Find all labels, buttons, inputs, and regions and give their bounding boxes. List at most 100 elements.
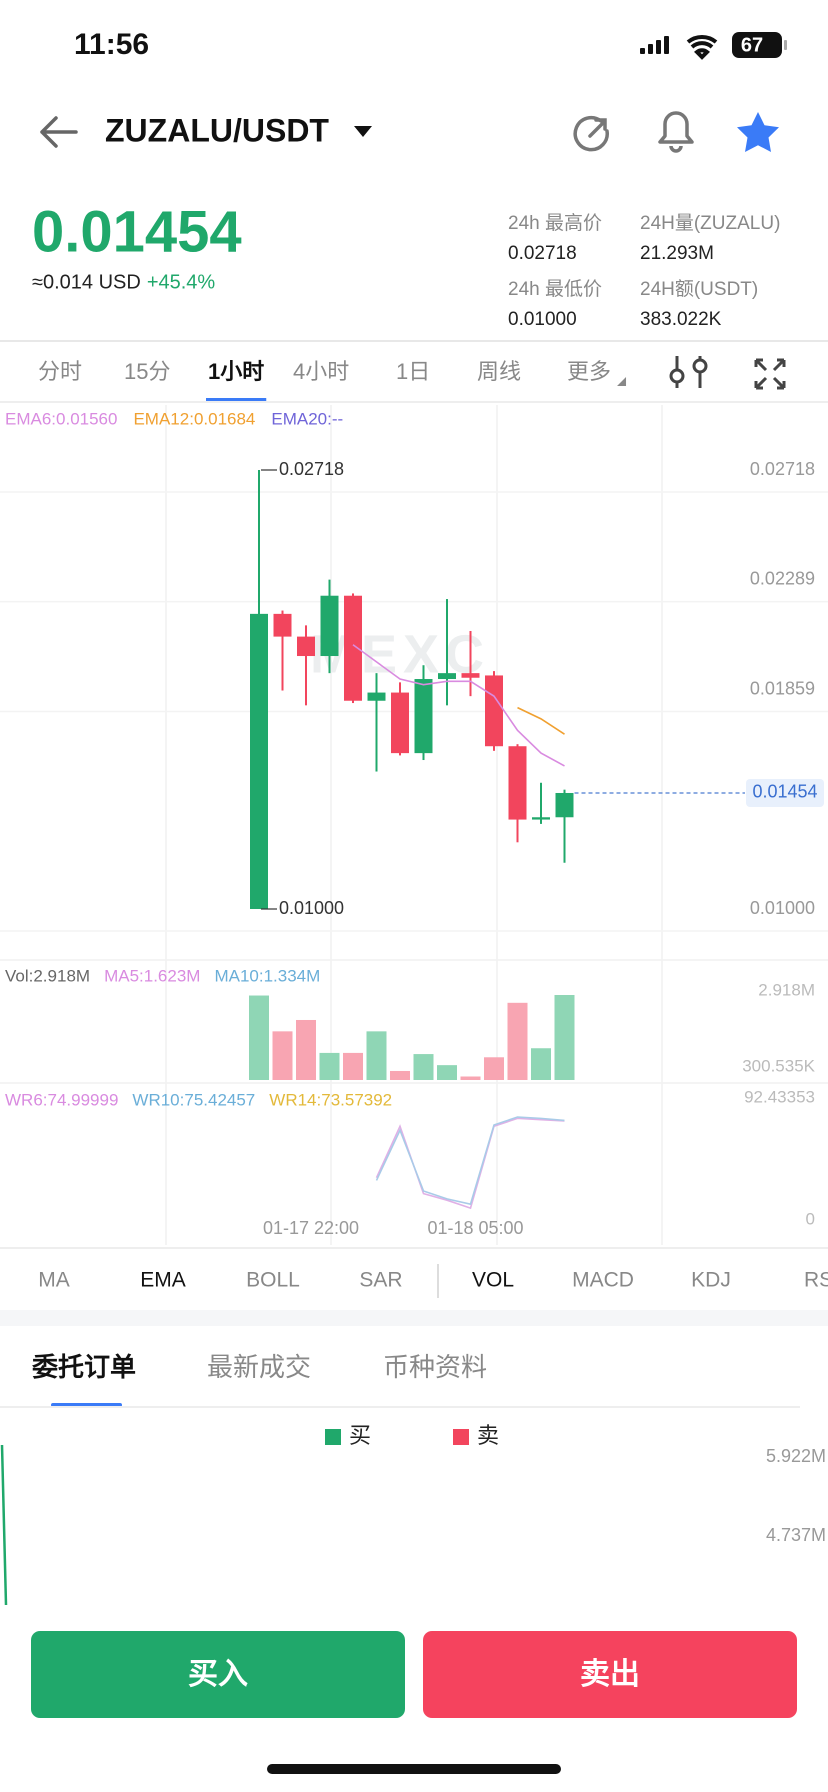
interval-tab[interactable]: 4小时 [293,359,349,384]
volume-bar [272,1031,293,1080]
stat-value: 21.293M [640,243,714,264]
vertical-grid [165,405,663,1245]
legend-label: 卖 [477,1423,499,1448]
alert-button[interactable] [658,111,694,153]
volume-bar [413,1054,434,1080]
volume-label: Vol:2.918M [5,966,90,985]
indicator-tab[interactable]: MACD [572,1269,634,1292]
order-tab[interactable]: 最新成交 [207,1352,311,1382]
wr-label: WR14:73.57392 [269,1090,392,1109]
indicator-tab[interactable]: KDJ [691,1269,731,1292]
wr10-line [375,1116,565,1206]
last-price-tag [746,778,824,807]
volume-bar [484,1057,504,1080]
depth-tick-label: 5.922M [766,1446,826,1466]
wr-tick-label: 0 [806,1209,815,1228]
stat-value: 0.01000 [508,309,577,330]
indicator-tab[interactable]: VOL [472,1269,514,1292]
volume-bar [554,995,575,1080]
candle-body [250,613,268,909]
indicator-tab[interactable]: MA [38,1269,70,1292]
stat-label: 24H量(ZUZALU) [640,213,780,234]
battery-level: 67 [741,34,763,56]
interval-tab[interactable]: 周线 [477,359,521,384]
volume-label: MA5:1.623M [104,966,200,985]
stat-value: 383.022K [640,309,722,330]
battery-tip [784,40,787,50]
volume-bar [507,1002,528,1080]
indicator-settings[interactable] [669,356,708,388]
indicator-tab[interactable]: RSI [804,1269,828,1292]
wifi-icon [686,34,718,60]
price-tick-label: 0.01859 [750,678,815,698]
back-button[interactable] [40,116,78,148]
candle-body [555,792,574,818]
ema-label: EMA12:0.01684 [133,409,255,428]
x-tick-label: 01-18 05:00 [427,1218,523,1238]
interval-underline [206,398,267,402]
wr-tick-label: 92.43353 [744,1087,815,1106]
interval-tab[interactable]: 分时 [38,359,82,384]
volume-bar [437,1065,457,1080]
share-button[interactable] [573,115,609,152]
order-tab[interactable]: 币种资料 [383,1352,487,1382]
fullscreen-button[interactable] [754,358,786,390]
candle-body [532,817,550,820]
volume-bar [460,1076,481,1080]
more-arrow[interactable] [617,377,627,386]
ema-label: EMA20:-- [271,409,343,428]
volume-bar [366,1031,387,1080]
volume-bar [319,1052,340,1080]
legend-swatch [325,1429,341,1445]
volume-bar [296,1019,316,1080]
indicator-tab[interactable]: EMA [140,1269,186,1292]
status-time: 11:56 [74,28,149,61]
volume-tick-label: 300.535K [742,1057,815,1076]
candle-body [414,679,433,754]
x-tick-label: 01-17 22:00 [263,1218,359,1238]
volume-bar [390,1070,410,1080]
candle-body [485,675,503,747]
interval-tab[interactable]: 1日 [396,359,430,384]
buy-button[interactable] [31,1631,405,1718]
depth-tick-label: 4.737M [766,1525,826,1545]
indicator-tab[interactable]: BOLL [246,1269,300,1292]
depth-line [0,1444,8,1606]
legend-swatch [453,1429,469,1445]
stat-label: 24h 最低价 [508,278,602,300]
stat-label: 24h 最高价 [508,212,602,234]
wr-label: WR6:74.99999 [5,1090,118,1109]
ema-label: EMA6:0.01560 [5,409,117,428]
interval-tab[interactable]: 更多 [567,359,611,384]
sell-button[interactable] [423,1631,797,1718]
wr-label: WR10:75.42457 [132,1090,255,1109]
legend-label: 买 [349,1423,371,1448]
interval-tab[interactable]: 1小时 [208,359,264,384]
pair-title[interactable]: ZUZALU/USDT [105,112,329,148]
battery-icon [732,32,782,58]
volume-bar [343,1052,363,1080]
pair-dropdown[interactable] [354,126,372,137]
volume-label: MA10:1.334M [214,966,320,985]
buy-label[interactable]: 买入 [188,1658,248,1691]
ema6-line [352,644,565,767]
extreme-label: 0.02718 [279,459,344,479]
volume-bar [249,995,269,1080]
price-tick-label: 0.02718 [750,459,815,479]
order-tab[interactable]: 委托订单 [32,1352,136,1382]
candle-body [344,595,362,701]
candle-body [273,613,292,637]
stat-label: 24H额(USDT) [640,278,758,300]
home-indicator [267,1764,561,1774]
price-change: +45.4% [147,271,216,293]
extreme-label: 0.01000 [279,898,344,918]
sell-label[interactable]: 卖出 [580,1658,640,1691]
stat-value: 0.02718 [508,243,577,264]
favorite-button[interactable] [737,112,779,152]
interval-tab[interactable]: 15分 [124,359,170,384]
candle-body [461,673,480,678]
usd-price: ≈0.014 USD [32,271,141,293]
indicator-tab[interactable]: SAR [359,1269,402,1292]
